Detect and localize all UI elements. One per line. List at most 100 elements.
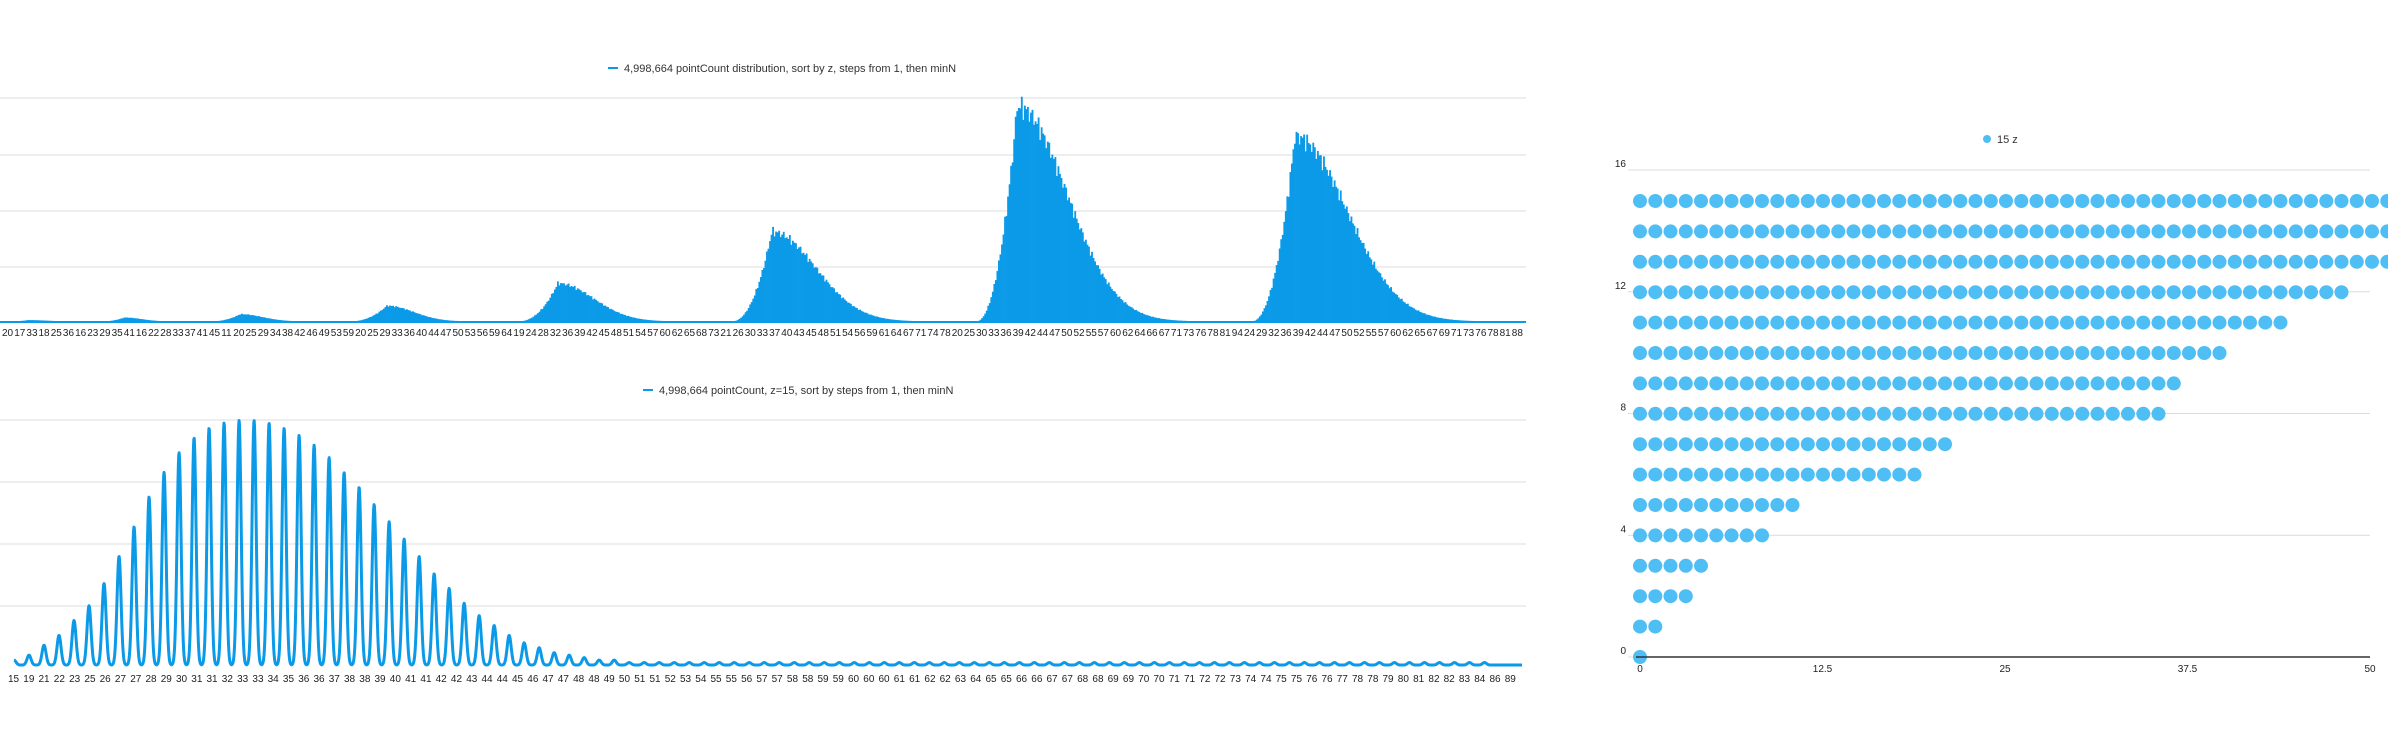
distribution-bar [125, 317, 127, 322]
scatter-point [2090, 285, 2105, 300]
distribution-bar [386, 305, 388, 322]
scatter-point [1861, 285, 1876, 300]
scatter-point [2121, 194, 2135, 208]
distribution-bar [1275, 265, 1278, 322]
distribution-bar [891, 319, 894, 322]
distribution-bar [790, 244, 793, 322]
distribution-bar [436, 318, 439, 322]
scatter-point [2029, 254, 2044, 269]
distribution-bar [1083, 241, 1086, 322]
scatter-point [1739, 194, 1754, 208]
distribution-bar [1031, 109, 1034, 322]
distribution-bar [1007, 196, 1009, 322]
distribution-bar [1054, 157, 1057, 322]
distribution-bar [1339, 190, 1342, 322]
scatter-point [1739, 346, 1754, 360]
distribution-bar [239, 314, 242, 322]
distribution-bar [785, 237, 788, 322]
x-tick-label: 78 [1207, 328, 1219, 339]
scatter-point [1953, 315, 1968, 330]
distribution-bar [1045, 148, 1048, 322]
distribution-bar [1150, 316, 1153, 322]
scatter-point [1877, 437, 1891, 452]
y-tick-label: 12 [1615, 281, 1627, 292]
x-tick-label: 71 [1169, 674, 1181, 685]
x-tick-label: 20 [2, 328, 14, 339]
distribution-bar [817, 273, 820, 322]
scatter-point [2319, 194, 2334, 208]
scatter-point [1633, 437, 1647, 452]
scatter-point [1633, 406, 1647, 421]
scatter-point [1816, 376, 1830, 391]
distribution-bar [888, 319, 890, 322]
scatter-point [1800, 346, 1815, 360]
scatter-point [1938, 254, 1952, 269]
x-tick-label: 76 [1475, 328, 1487, 339]
scatter-point [2288, 224, 2303, 239]
distribution-bar [1382, 280, 1385, 322]
z15-series-path [12, 418, 1524, 667]
scatter-point [2212, 285, 2227, 300]
distribution-bar [845, 300, 848, 322]
scatter-point [1739, 528, 1754, 543]
scatter-point [2258, 194, 2273, 208]
scatter-point [1861, 346, 1876, 360]
scatter-point [1785, 315, 1800, 330]
distribution-bar [268, 318, 271, 322]
scatter-point [2166, 224, 2181, 239]
scatter-point [2075, 315, 2090, 330]
scatter-point [2319, 224, 2334, 239]
scatter-point [2136, 346, 2151, 360]
scatter-point [2349, 254, 2364, 269]
distribution-bar [994, 280, 997, 322]
distribution-bar [1260, 314, 1263, 322]
distribution-bar [782, 231, 785, 322]
scatter-point [2060, 346, 2074, 360]
distribution-bar [738, 318, 741, 322]
x-tick-label: 19 [23, 674, 35, 685]
distribution-bar [537, 313, 539, 322]
scatter-point [1968, 285, 1983, 300]
x-tick-label: 70 [1138, 674, 1150, 685]
distribution-bar [1419, 311, 1422, 322]
distribution-bar [1281, 234, 1284, 322]
distribution-bar [1034, 121, 1037, 322]
scatter-point [2121, 346, 2135, 360]
scatter-point [2197, 285, 2212, 300]
x-tick-label: 62 [672, 328, 684, 339]
scatter-point [1755, 194, 1769, 208]
distribution-bar [853, 306, 855, 322]
x-tick-label: 65 [1414, 328, 1426, 339]
distribution-bar [363, 319, 366, 322]
distribution-bar [1106, 284, 1109, 322]
scatter-point [1663, 528, 1678, 543]
distribution-bar [1132, 308, 1135, 322]
scatter-point [2060, 194, 2074, 208]
x-tick-label: 69 [1108, 674, 1120, 685]
x-tick-label: 21 [720, 328, 732, 339]
x-tick-label: 82 [1444, 674, 1456, 685]
distribution-bar [375, 313, 378, 322]
distribution-bar [886, 318, 889, 322]
distribution-bar [1098, 268, 1101, 322]
scatter-point [1694, 558, 1708, 573]
scatter-point [1678, 285, 1693, 300]
distribution-bar [828, 284, 831, 322]
scatter-point [1892, 467, 1907, 482]
distribution-bar [415, 313, 417, 322]
distribution-bar [547, 300, 550, 322]
distribution-bar [122, 318, 124, 322]
y-tick-label: 8 [1620, 403, 1626, 414]
x-tick-label: 11 [221, 328, 232, 339]
x-tick-label: 42 [294, 328, 306, 339]
scatter-point [1755, 437, 1769, 452]
distribution-bar [1379, 273, 1382, 322]
x-tick-label: 78 [1367, 674, 1379, 685]
distribution-bar [1097, 265, 1100, 322]
scatter-point [1648, 376, 1663, 391]
scatter-point [1694, 437, 1708, 452]
distribution-bar [1017, 107, 1020, 322]
distribution-bar [1329, 170, 1331, 322]
distribution-bar [628, 316, 631, 322]
distribution-bar [540, 309, 543, 322]
